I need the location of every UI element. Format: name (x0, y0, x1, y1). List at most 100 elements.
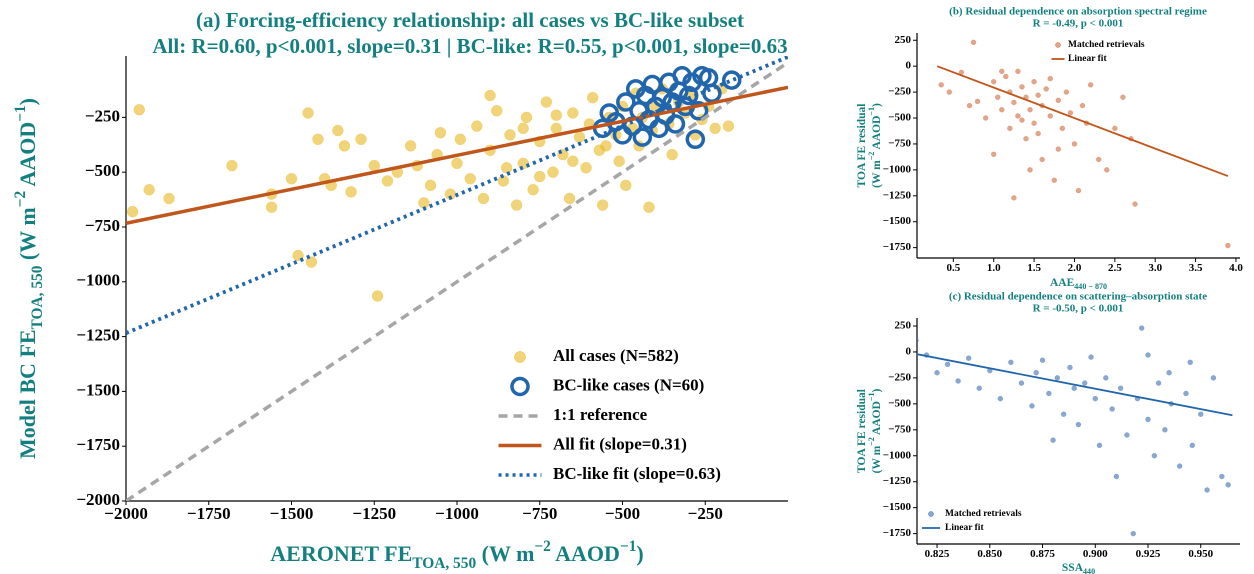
y-tick-label: −250 (888, 86, 911, 98)
point (550, 122, 563, 135)
point (999, 68, 1005, 75)
legend-label: BC-like fit (slope=0.63) (553, 464, 721, 483)
y-tick-label: 0 (906, 60, 912, 72)
point (143, 183, 155, 196)
ring-point (685, 129, 706, 150)
x-tick-label: −500 (605, 504, 640, 523)
y-tick-label: −750 (85, 216, 120, 235)
x-tick-label: 3.0 (1148, 262, 1162, 274)
point (1198, 411, 1204, 417)
point (484, 89, 496, 102)
y-tick-label: −1000 (883, 163, 912, 175)
fit-line (126, 56, 788, 335)
point (517, 122, 529, 135)
point (974, 98, 981, 105)
point (1162, 427, 1168, 433)
point (163, 192, 175, 205)
x-tick-label: 0.875 (1030, 548, 1055, 560)
x-axis-label-part: AAOD (551, 541, 620, 566)
x-axis-label: SSA440 (1062, 562, 1095, 574)
point (1138, 325, 1145, 331)
point (1046, 390, 1052, 397)
point (1151, 453, 1158, 459)
chart-title: (a) Forcing-efficiency relationship: all… (196, 8, 744, 32)
ring-point (632, 127, 653, 147)
point (1176, 463, 1183, 469)
x-tick-label: 0.5 (946, 262, 960, 274)
point (1047, 113, 1053, 119)
point (305, 256, 318, 268)
legend-marker (510, 376, 530, 397)
legend-marker (514, 351, 526, 363)
x-axis-label-part: −2 (534, 538, 551, 555)
point (1011, 99, 1017, 106)
point (982, 115, 989, 121)
point (1120, 94, 1126, 101)
fit-line (126, 61, 788, 501)
x-axis-label-part: −1 (620, 538, 636, 555)
point (1071, 141, 1078, 147)
point (643, 201, 655, 214)
point (1103, 375, 1109, 381)
point (1095, 156, 1102, 163)
y-axis-label: Model BC FETOA, 550 (W m−2 AAOD−1) (12, 98, 46, 459)
chart-subtitle: R = -0.50, p < 0.001 (1033, 303, 1124, 315)
point (1112, 125, 1118, 132)
point (517, 157, 529, 170)
y-tick-label: −1750 (76, 435, 120, 454)
point (500, 162, 513, 174)
legend-marker (928, 511, 934, 517)
y-axis-label-part: ) (15, 98, 40, 105)
point (547, 166, 559, 178)
x-tick-label: −1250 (352, 504, 396, 523)
x-axis-label-part: AAE (1050, 277, 1075, 289)
x-axis-label-part: 440 (1083, 567, 1095, 574)
x-tick-label: 3.5 (1189, 262, 1203, 274)
x-tick-label: −1750 (187, 504, 231, 523)
point (1145, 416, 1151, 423)
point (1031, 120, 1037, 126)
y-tick-label: −750 (888, 423, 911, 435)
legend-label: All fit (slope=0.31) (553, 434, 687, 453)
point (285, 173, 298, 185)
point (1166, 369, 1172, 376)
x-tick-label: 1.0 (987, 262, 1001, 274)
point (338, 140, 351, 152)
y-tick-label: −500 (85, 161, 120, 180)
point (302, 107, 314, 119)
point (1039, 156, 1045, 163)
ring-point (665, 114, 686, 134)
ring-point (688, 101, 709, 121)
y-tick-label: −1000 (883, 449, 912, 461)
point (504, 129, 516, 141)
x-tick-label: −1000 (435, 504, 479, 523)
y-tick-label: −750 (888, 137, 911, 149)
point (976, 385, 982, 392)
y-axis-label-part: −2 (867, 152, 876, 161)
x-axis-label-part: ) (636, 541, 643, 566)
y-axis-label-part: Model BC FE (15, 329, 40, 459)
y-tick-label: 0 (906, 345, 912, 357)
chart-title: (c) Residual dependence on scattering–ab… (949, 291, 1207, 303)
fit-line (126, 85, 788, 225)
point (1088, 354, 1094, 360)
x-axis-label-part: AERONET FE (270, 541, 412, 566)
point (1029, 403, 1035, 409)
y-axis-label-part: −1 (867, 392, 876, 401)
y-axis-label-part: TOA FE residual (856, 389, 868, 473)
point (990, 151, 997, 158)
x-tick-label: −2000 (104, 504, 148, 523)
point (1033, 369, 1039, 376)
point (1109, 406, 1115, 412)
ring-point (616, 92, 636, 112)
y-axis-label-part: ) (871, 388, 883, 392)
point (938, 82, 944, 88)
y-axis-label-part: AAOD (871, 116, 883, 152)
point (1225, 242, 1231, 249)
y-axis-label: (W m−2 AAOD−1) (867, 388, 882, 473)
point (722, 120, 735, 132)
point (1015, 68, 1021, 75)
point (1210, 375, 1217, 381)
y-axis-label: TOA FE residual (856, 104, 868, 188)
